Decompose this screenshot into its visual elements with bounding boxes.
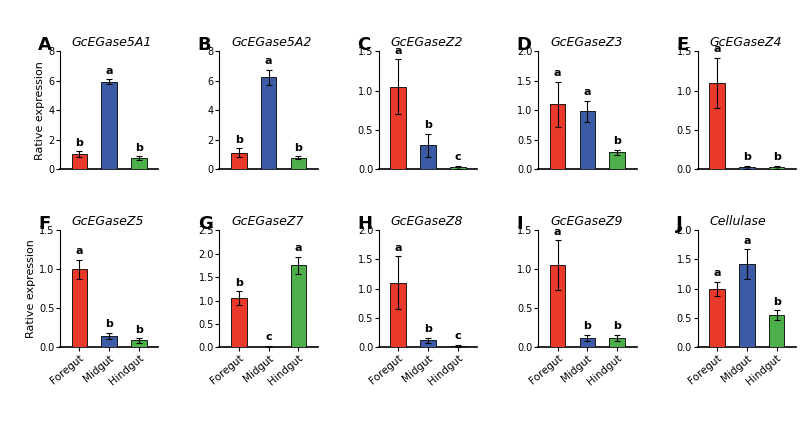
Bar xyxy=(390,283,406,347)
Text: I: I xyxy=(517,215,523,233)
Text: a: a xyxy=(106,66,113,76)
Text: GcEGaseZ2: GcEGaseZ2 xyxy=(390,36,463,49)
Y-axis label: Rative expression: Rative expression xyxy=(26,239,36,338)
Text: GcEGaseZ5: GcEGaseZ5 xyxy=(72,215,144,228)
Bar xyxy=(550,265,566,347)
Text: b: b xyxy=(773,297,781,307)
Bar xyxy=(769,167,784,169)
Text: GcEGaseZ3: GcEGaseZ3 xyxy=(550,36,622,49)
Text: b: b xyxy=(75,138,83,148)
Text: b: b xyxy=(614,136,621,146)
Text: GcEGaseZ8: GcEGaseZ8 xyxy=(390,215,463,228)
Bar xyxy=(610,152,625,169)
Text: b: b xyxy=(235,278,242,287)
Text: B: B xyxy=(198,36,211,54)
Text: b: b xyxy=(743,152,750,162)
Bar xyxy=(102,336,117,347)
Bar xyxy=(72,154,87,169)
Text: a: a xyxy=(294,243,302,253)
Text: b: b xyxy=(106,319,113,329)
Text: b: b xyxy=(773,152,781,162)
Bar xyxy=(550,104,566,169)
Text: a: a xyxy=(76,246,83,256)
Text: Cellulase: Cellulase xyxy=(710,215,766,228)
Bar xyxy=(420,341,436,347)
Text: a: a xyxy=(714,268,721,278)
Text: GcEGaseZ4: GcEGaseZ4 xyxy=(710,36,782,49)
Text: GcEGase5A2: GcEGase5A2 xyxy=(231,36,311,49)
Text: a: a xyxy=(743,236,750,246)
Bar xyxy=(769,315,784,347)
Text: b: b xyxy=(424,324,432,334)
Bar xyxy=(710,289,725,347)
Text: c: c xyxy=(266,332,272,342)
Text: a: a xyxy=(714,44,721,54)
Text: b: b xyxy=(294,143,302,153)
Bar xyxy=(102,82,117,169)
Bar xyxy=(450,167,466,169)
Text: J: J xyxy=(676,215,682,233)
Text: c: c xyxy=(454,331,461,341)
Bar xyxy=(450,346,466,347)
Text: a: a xyxy=(554,69,562,79)
Text: b: b xyxy=(235,135,242,145)
Bar xyxy=(131,341,146,347)
Text: c: c xyxy=(454,152,461,162)
Bar xyxy=(610,338,625,347)
Bar xyxy=(390,87,406,169)
Bar xyxy=(261,77,276,169)
Text: a: a xyxy=(394,243,402,253)
Text: H: H xyxy=(357,215,372,233)
Text: GcEGaseZ9: GcEGaseZ9 xyxy=(550,215,622,228)
Bar xyxy=(290,265,306,347)
Text: C: C xyxy=(357,36,370,54)
Bar xyxy=(231,153,246,169)
Text: G: G xyxy=(198,215,213,233)
Text: b: b xyxy=(135,143,143,153)
Bar xyxy=(739,264,754,347)
Bar xyxy=(231,298,246,347)
Y-axis label: Rative expression: Rative expression xyxy=(35,61,46,160)
Text: b: b xyxy=(583,321,591,332)
Text: GcEGase5A1: GcEGase5A1 xyxy=(72,36,152,49)
Text: a: a xyxy=(394,46,402,56)
Text: a: a xyxy=(554,227,562,237)
Text: a: a xyxy=(584,87,591,97)
Bar xyxy=(739,167,754,169)
Text: E: E xyxy=(676,36,688,54)
Text: A: A xyxy=(38,36,52,54)
Bar xyxy=(580,112,595,169)
Bar xyxy=(290,158,306,169)
Text: b: b xyxy=(135,325,143,335)
Bar xyxy=(72,269,87,347)
Bar xyxy=(131,158,146,169)
Text: b: b xyxy=(614,321,621,332)
Bar xyxy=(580,338,595,347)
Bar xyxy=(420,145,436,169)
Text: a: a xyxy=(265,56,272,66)
Text: D: D xyxy=(517,36,531,54)
Text: GcEGaseZ7: GcEGaseZ7 xyxy=(231,215,304,228)
Text: F: F xyxy=(38,215,50,233)
Text: b: b xyxy=(424,120,432,130)
Bar xyxy=(710,83,725,169)
